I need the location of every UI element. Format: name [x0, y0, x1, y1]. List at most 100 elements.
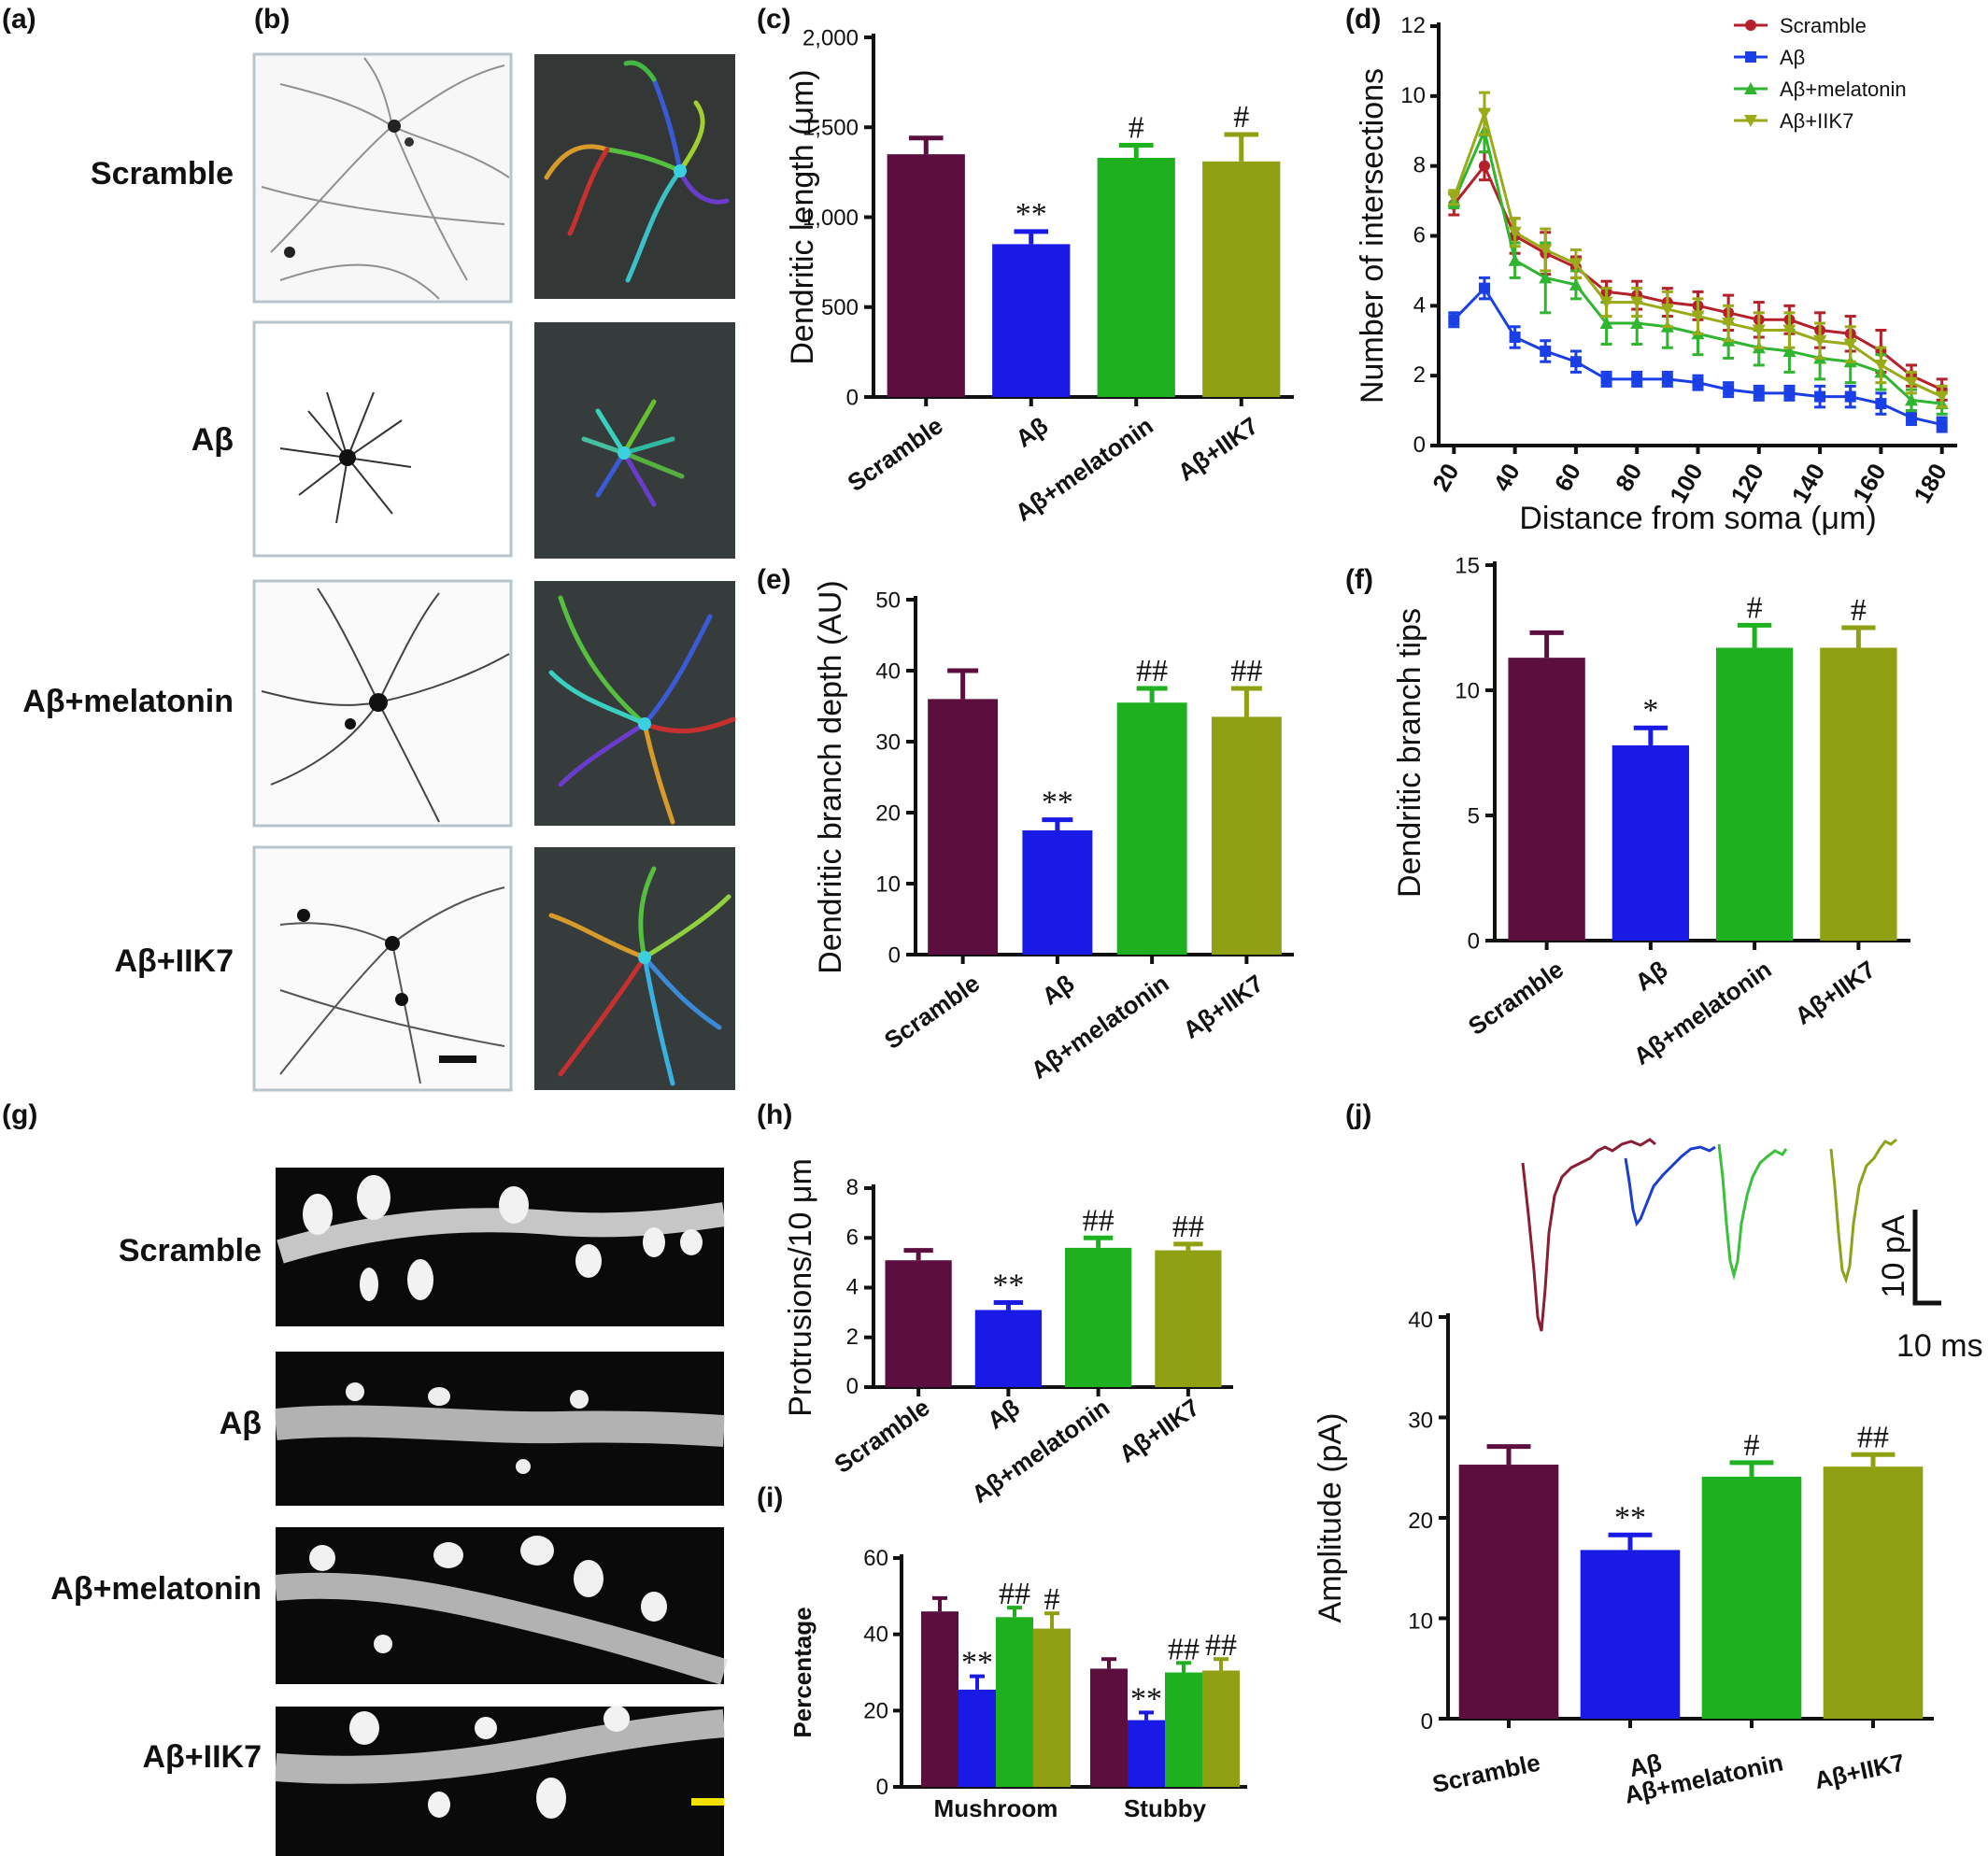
y-tick-label: 2 [846, 1325, 859, 1350]
significance-mark: ## [1083, 1203, 1115, 1238]
a-micrograph-scramble [252, 52, 513, 304]
y-tick-label: 10 [875, 871, 901, 897]
category-label: Aβ [1037, 969, 1080, 1010]
significance-mark: ** [1614, 1500, 1646, 1535]
data-point [1447, 191, 1461, 205]
panel-label-c: (c) [757, 4, 791, 35]
data-point [1692, 376, 1704, 389]
y-tick-label: 20 [1408, 1509, 1433, 1534]
panel-label-e: (e) [757, 564, 791, 595]
data-point [1539, 271, 1553, 284]
data-point [1744, 82, 1757, 94]
data-point [1569, 277, 1583, 290]
y-tick-label: 8 [1413, 153, 1426, 178]
data-point [1569, 258, 1583, 271]
category-label: Aβ+IIK7 [1790, 955, 1881, 1030]
y-tick-label: 0 [846, 1374, 859, 1399]
category-label: Scramble [1429, 1749, 1542, 1799]
legend-label: Aβ [1780, 46, 1805, 69]
y-tick-label: 12 [1400, 13, 1426, 38]
y-axis-label: Protrusions/10 μm [783, 1158, 818, 1417]
significance-mark: ** [1042, 786, 1073, 820]
y-tick-label: 2 [1413, 362, 1426, 388]
panel-label-j: (j) [1345, 1099, 1371, 1130]
a-scale-bar [439, 1056, 476, 1063]
data-point [1599, 296, 1613, 309]
data-point [1478, 282, 1490, 294]
j-trace-abeta [1624, 1145, 1716, 1227]
bar [1065, 1247, 1132, 1387]
significance-mark: * [1642, 693, 1658, 728]
g-spine-images [274, 1168, 728, 1856]
bar [1612, 744, 1690, 941]
bar-chart-branch-depth: 0 10 20 30 40 50 Dendritic branch depth (AU) Sc… [813, 580, 1294, 1084]
g-spine-image-iik7 [274, 1706, 726, 1856]
g-row-label-abeta: Aβ [220, 1406, 262, 1441]
a-micrograph-iik7 [252, 845, 513, 1092]
series-1 [1448, 276, 1948, 433]
y-tick-label: 0 [1421, 1709, 1433, 1735]
data-point [1782, 344, 1796, 357]
y-tick-label: 0 [1413, 432, 1426, 458]
data-point [1936, 418, 1948, 431]
bar [1823, 1466, 1924, 1719]
legend: Scramble Aβ Aβ+melatonin Aβ+IIK7 [1734, 14, 1907, 133]
data-point [1753, 387, 1765, 399]
y-tick-label: 500 [821, 295, 859, 320]
x-tick-label: 60 [1549, 459, 1586, 496]
bar [1211, 716, 1282, 955]
data-point [1783, 387, 1796, 399]
g-spine-image-scramble [276, 1168, 726, 1326]
y-tick-label: 20 [875, 800, 901, 826]
data-point [1752, 324, 1766, 337]
bar [1097, 157, 1175, 397]
significance-mark: ## [1205, 1628, 1237, 1663]
significance-mark: ## [1857, 1420, 1889, 1454]
bar [1508, 658, 1585, 941]
significance-mark: ** [1130, 1681, 1162, 1716]
legend-label: Aβ+IIK7 [1780, 109, 1853, 133]
series-3 [1447, 91, 1949, 409]
b-tracing-abeta [534, 322, 735, 559]
data-point [1599, 317, 1613, 330]
bar [1202, 1670, 1240, 1787]
significance-mark: ** [961, 1646, 993, 1680]
g-row-label-scramble: Scramble [119, 1233, 262, 1268]
category-label: Aβ [1626, 1749, 1664, 1783]
category-label: Scramble [879, 969, 985, 1055]
y-tick-label: 10 [1408, 1609, 1433, 1635]
significance-mark: ## [1230, 654, 1262, 688]
data-point [1448, 314, 1460, 326]
category-label: Stubby [1124, 1794, 1207, 1822]
significance-mark: # [1851, 593, 1867, 628]
y-tick-label: 50 [875, 588, 901, 613]
j-trace-melatonin [1717, 1143, 1788, 1281]
bar [1116, 702, 1187, 955]
bar [1165, 1672, 1202, 1787]
y-tick-label: 5 [1468, 803, 1480, 829]
data-point [1661, 373, 1673, 385]
a-row-label-scramble: Scramble [91, 156, 234, 191]
y-axis-label: Dendritic branch tips [1392, 608, 1427, 898]
data-point [1874, 359, 1888, 372]
bar [1033, 1628, 1071, 1787]
panel-label-i: (i) [757, 1482, 783, 1513]
category-label: Mushroom [934, 1794, 1058, 1822]
y-axis-label: Number of intersections [1355, 68, 1390, 404]
j-scale-x-label: 10 ms [1896, 1328, 1983, 1364]
j-scale-y-label: 10 pA [1876, 1214, 1911, 1297]
data-point [1905, 376, 1919, 390]
y-axis-label: Amplitude (pA) [1313, 1413, 1348, 1623]
y-tick-label: 4 [1413, 292, 1426, 318]
data-point [1844, 390, 1856, 403]
bar [887, 154, 965, 397]
data-point [1782, 324, 1796, 337]
panel-label-d: (d) [1345, 4, 1381, 35]
bar [958, 1689, 996, 1787]
category-label: Aβ+IIK7 [1812, 1749, 1908, 1795]
